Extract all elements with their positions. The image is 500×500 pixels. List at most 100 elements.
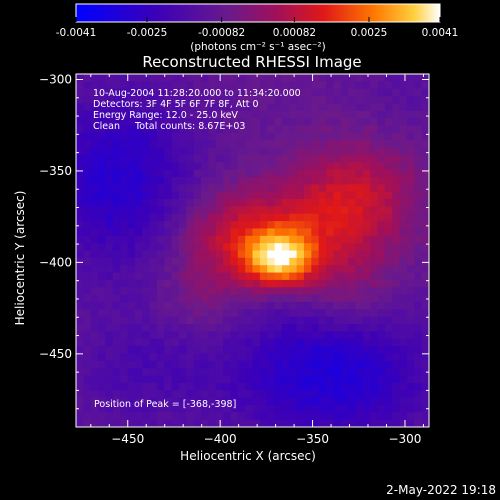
heatmap-cell	[215, 184, 224, 193]
heatmap-cell	[406, 206, 415, 215]
heatmap-cell	[362, 140, 371, 149]
heatmap-cell	[193, 404, 202, 413]
heatmap-cell	[90, 228, 99, 237]
heatmap-cell	[90, 74, 99, 82]
heatmap-cell	[142, 184, 151, 193]
heatmap-cell	[208, 118, 217, 127]
heatmap-cell	[230, 140, 239, 149]
heatmap-cell	[156, 346, 165, 355]
heatmap-cell	[105, 279, 114, 288]
heatmap-cell	[296, 213, 305, 222]
heatmap-cell	[326, 309, 334, 318]
heatmap-cell	[245, 309, 254, 318]
heatmap-cell	[112, 199, 121, 207]
heatmap-cell	[134, 221, 143, 230]
heatmap-cell	[237, 132, 246, 141]
heatmap-cell	[149, 228, 158, 237]
heatmap-cell	[98, 324, 107, 332]
heatmap-cell	[384, 140, 393, 149]
heatmap-cell	[245, 257, 254, 266]
heatmap-cell	[311, 125, 320, 134]
heatmap-cell	[421, 199, 429, 207]
heatmap-cell	[178, 125, 187, 134]
heatmap-cell	[333, 110, 342, 119]
heatmap-cell	[237, 360, 246, 369]
heatmap-cell	[83, 390, 92, 399]
heatmap-cell	[289, 301, 298, 310]
heatmap-cell	[289, 360, 298, 369]
heatmap-cell	[83, 81, 92, 90]
heatmap-cell	[406, 331, 415, 340]
heatmap-cell	[274, 257, 283, 266]
heatmap-cell	[142, 235, 151, 244]
heatmap-cell	[201, 154, 209, 163]
heatmap-cell	[296, 235, 305, 244]
heatmap-cell	[355, 81, 364, 90]
heatmap-cell	[105, 103, 114, 112]
heatmap-cell	[208, 404, 217, 413]
heatmap-cell	[259, 404, 268, 413]
heatmap-cell	[384, 213, 393, 222]
heatmap-cell	[281, 412, 290, 421]
heatmap-cell	[164, 279, 173, 288]
heatmap-cell	[201, 140, 209, 149]
heatmap-cell	[348, 184, 357, 193]
heatmap-cell	[178, 331, 187, 340]
heatmap-cell	[245, 294, 254, 303]
heatmap-cell	[421, 125, 429, 134]
heatmap-cell	[193, 250, 202, 259]
heatmap-cell	[215, 81, 224, 90]
heatmap-cell	[362, 257, 371, 266]
heatmap-cell	[237, 412, 246, 421]
heatmap-cell	[303, 228, 312, 237]
heatmap-cell	[392, 176, 401, 185]
heatmap-cell	[201, 88, 209, 97]
heatmap-cell	[142, 309, 151, 318]
heatmap-cell	[208, 375, 217, 384]
heatmap-cell	[120, 176, 129, 185]
heatmap-cell	[370, 279, 379, 288]
heatmap-cell	[311, 294, 320, 303]
heatmap-cell	[193, 353, 202, 362]
heatmap-cell	[127, 419, 136, 427]
heatmap-cell	[193, 412, 202, 421]
heatmap-cell	[134, 154, 143, 163]
heatmap-cell	[406, 228, 415, 237]
heatmap-cell	[289, 331, 298, 340]
heatmap-cell	[142, 162, 151, 171]
heatmap-cell	[215, 309, 224, 318]
heatmap-cell	[186, 125, 195, 134]
heatmap-cell	[289, 346, 298, 355]
heatmap-cell	[208, 199, 217, 207]
heatmap-cell	[355, 118, 364, 127]
heatmap-cell	[259, 140, 268, 149]
heatmap-cell	[340, 228, 349, 237]
heatmap-cell	[149, 221, 158, 230]
heatmap-cell	[171, 287, 180, 296]
heatmap-cell	[83, 118, 92, 127]
heatmap-cell	[90, 88, 99, 97]
heatmap-cell	[340, 287, 349, 296]
heatmap-cell	[156, 279, 165, 288]
heatmap-cell	[311, 199, 320, 207]
heatmap-cell	[127, 338, 136, 347]
heatmap-cell	[186, 397, 195, 406]
heatmap-cell	[384, 191, 393, 200]
heatmap-cell	[193, 140, 202, 149]
heatmap-cell	[340, 375, 349, 384]
heatmap-cell	[377, 412, 386, 421]
heatmap-cell	[90, 412, 99, 421]
heatmap-cell	[112, 118, 121, 127]
heatmap-cell	[215, 140, 224, 149]
heatmap-cell	[149, 382, 158, 391]
heatmap-cell	[348, 294, 357, 303]
heatmap-cell	[178, 169, 187, 178]
heatmap-cell	[348, 169, 357, 178]
heatmap-cell	[296, 191, 305, 200]
heatmap-cell	[414, 257, 423, 266]
heatmap-cell	[384, 301, 393, 310]
heatmap-cell	[414, 404, 423, 413]
heatmap-cell	[223, 301, 232, 310]
heatmap-cell	[296, 169, 305, 178]
heatmap-cell	[149, 287, 158, 296]
